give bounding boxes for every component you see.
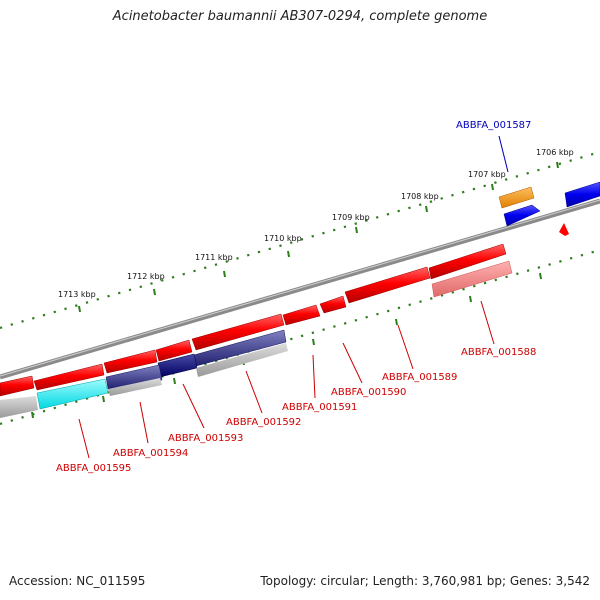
gene-label-ABBFA_001587: ABBFA_001587 bbox=[456, 120, 531, 131]
gene-label-ABBFA_001590: ABBFA_001590 bbox=[331, 387, 406, 398]
genome-summary-text: Topology: circular; Length: 3,760,981 bp… bbox=[260, 574, 590, 588]
gene-red-8 bbox=[33, 363, 105, 391]
gene-red-6 bbox=[155, 339, 193, 362]
tick-label-1709: 1709 kbp bbox=[332, 213, 370, 222]
accession-text: Accession: NC_011595 bbox=[9, 574, 146, 588]
tick-label-1708: 1708 kbp bbox=[401, 192, 439, 201]
gene-label-ABBFA_001591: ABBFA_001591 bbox=[282, 402, 357, 413]
gene-cyan bbox=[36, 378, 109, 410]
genome-backbone bbox=[0, 198, 600, 380]
tick-label-1707: 1707 kbp bbox=[468, 170, 506, 179]
gene-red-9 bbox=[0, 375, 35, 397]
gene-label-ABBFA_001593: ABBFA_001593 bbox=[168, 433, 243, 444]
gene-gray-1 bbox=[196, 343, 288, 377]
gene-gray-3 bbox=[0, 396, 38, 418]
gene-red-4 bbox=[282, 304, 321, 326]
tick-label-1710: 1710 kbp bbox=[264, 234, 302, 243]
label-leaders bbox=[78, 135, 509, 459]
gene-pink bbox=[431, 260, 513, 298]
gene-label-ABBFA_001592: ABBFA_001592 bbox=[226, 417, 301, 428]
tick-label-1713: 1713 kbp bbox=[58, 290, 96, 299]
gene-gray-2 bbox=[108, 378, 162, 396]
map-title: Acinetobacter baumannii AB307-0294, comp… bbox=[112, 9, 488, 24]
gene-blue-arrow bbox=[503, 204, 541, 227]
gene-red-7 bbox=[103, 349, 158, 374]
gene-red-1 bbox=[428, 243, 507, 280]
tick-label-1712: 1712 kbp bbox=[127, 272, 165, 281]
gene-orange bbox=[498, 186, 535, 209]
gene-red-5 bbox=[191, 313, 285, 351]
gene-label-ABBFA_001594: ABBFA_001594 bbox=[113, 448, 188, 459]
inner-tick-track bbox=[0, 248, 600, 426]
outer-major-ticks bbox=[78, 161, 559, 313]
gene-red-3 bbox=[319, 295, 347, 314]
tick-label-1706: 1706 kbp bbox=[536, 148, 574, 157]
tick-label-1711: 1711 kbp bbox=[195, 253, 233, 262]
gene-navy-slate bbox=[105, 364, 163, 390]
gene-blue-arrow-top bbox=[564, 181, 600, 208]
gene-red-2 bbox=[344, 266, 431, 304]
gene-label-ABBFA_001595: ABBFA_001595 bbox=[56, 463, 131, 474]
gene-small-red bbox=[559, 223, 569, 236]
gene-label-ABBFA_001589: ABBFA_001589 bbox=[382, 372, 457, 383]
gene-label-ABBFA_001588: ABBFA_001588 bbox=[461, 347, 536, 358]
